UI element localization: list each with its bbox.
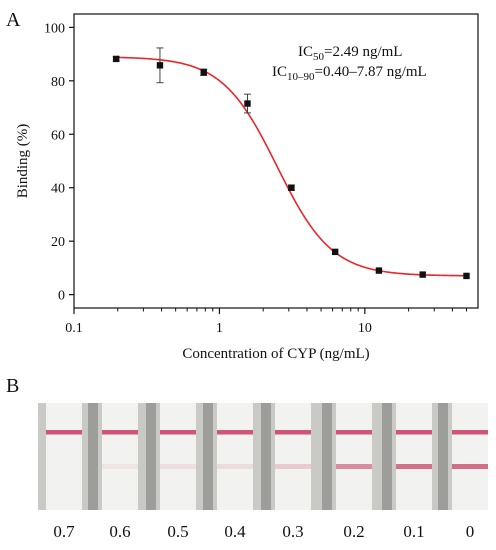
x-tick-label: 1 [216,321,223,336]
test-strip [452,403,488,510]
strip-concentration-label: 0.3 [282,522,303,541]
ic50-annotation: IC50=2.49 ng/mL [298,44,402,63]
data-point [112,55,120,63]
control-line [102,430,138,435]
strip-labels: 0.7 0.6 0.5 0.4 0.3 0.2 0.1 0 [53,522,474,541]
data-point [200,69,207,76]
data-point [156,62,164,69]
data-point [244,100,251,107]
test-line [102,464,138,469]
strip-gap [322,403,332,510]
strip-gap [146,403,156,510]
test-line [396,464,432,469]
y-tick-label: 60 [51,128,65,143]
control-line [336,430,372,435]
test-strip [160,403,196,510]
test-strip [336,403,372,510]
chart-a: 0 20 40 60 80 100 0.1 1 10 Binding (%) Concentr… [15,13,479,362]
control-line [46,430,82,435]
x-axis-ticks: 0.1 1 10 [65,308,467,336]
strip-gap [438,403,448,510]
strip-concentration-label: 0.7 [53,522,75,541]
data-point [288,184,295,191]
x-axis-title: Concentration of CYP (ng/mL) [182,346,369,362]
strip-gap [88,403,98,510]
control-line [217,430,253,435]
test-strip [102,403,138,510]
test-strip [46,403,82,510]
panel-a-label: A [6,9,21,31]
control-line [396,430,432,435]
strip-concentration-label: 0.2 [343,522,364,541]
strip-gap [261,403,271,510]
control-line [160,430,196,435]
test-line [336,464,372,469]
strip-gap [382,403,392,510]
strip-concentration-label: 0 [466,522,475,541]
strip-concentration-label: 0.5 [167,522,188,541]
test-strip-photo [38,403,488,510]
test-strip [275,403,311,510]
data-point [463,272,470,280]
data-point [375,267,383,274]
test-strip [396,403,432,510]
test-line [452,464,488,469]
y-tick-label: 100 [44,21,65,36]
strip-gap [203,403,213,510]
test-strip [217,403,253,510]
fit-curve-layer [116,56,467,277]
control-line [452,430,488,435]
control-line [275,430,311,435]
y-tick-label: 40 [51,182,65,197]
x-tick-label: 0.1 [65,321,83,336]
x-tick-label: 10 [358,321,372,336]
data-point [331,248,339,256]
test-line [160,464,196,469]
data-points-layer [112,47,470,280]
plot-frame [73,13,479,309]
y-tick-label: 0 [58,289,65,304]
strip-concentration-label: 0.4 [224,522,246,541]
y-tick-label: 80 [51,75,65,90]
y-axis-ticks: 0 20 40 60 80 100 [44,21,74,304]
ic10-90-annotation: IC10–90=0.40–7.87 ng/mL [272,64,427,83]
y-tick-label: 20 [51,235,65,250]
panel-b-label: B [6,375,19,397]
strip-concentration-label: 0.1 [403,522,424,541]
fit-curve [116,56,467,277]
data-point [419,271,426,278]
test-line [217,464,253,469]
strip-concentration-label: 0.6 [109,522,130,541]
test-line [275,464,311,469]
y-axis-title: Binding (%) [15,124,31,199]
